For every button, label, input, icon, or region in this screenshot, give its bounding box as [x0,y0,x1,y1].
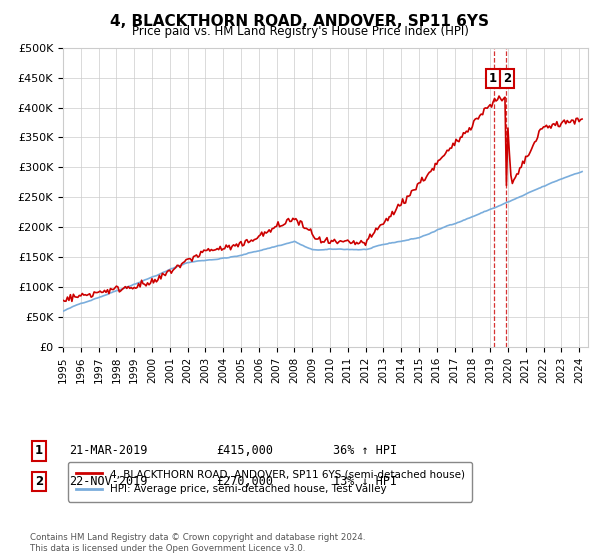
Text: £415,000: £415,000 [216,444,273,458]
Text: 2: 2 [503,72,511,85]
Text: 1: 1 [35,444,43,458]
Text: 13% ↓ HPI: 13% ↓ HPI [333,475,397,488]
Text: Contains HM Land Registry data © Crown copyright and database right 2024.
This d: Contains HM Land Registry data © Crown c… [30,533,365,553]
Text: 22-NOV-2019: 22-NOV-2019 [69,475,148,488]
Text: Price paid vs. HM Land Registry's House Price Index (HPI): Price paid vs. HM Land Registry's House … [131,25,469,38]
Text: 2: 2 [35,475,43,488]
Text: 1: 1 [489,72,497,85]
Text: 21-MAR-2019: 21-MAR-2019 [69,444,148,458]
Text: £270,000: £270,000 [216,475,273,488]
Text: 36% ↑ HPI: 36% ↑ HPI [333,444,397,458]
Text: 4, BLACKTHORN ROAD, ANDOVER, SP11 6YS: 4, BLACKTHORN ROAD, ANDOVER, SP11 6YS [110,14,490,29]
Legend: 4, BLACKTHORN ROAD, ANDOVER, SP11 6YS (semi-detached house), HPI: Average price,: 4, BLACKTHORN ROAD, ANDOVER, SP11 6YS (s… [68,462,472,502]
